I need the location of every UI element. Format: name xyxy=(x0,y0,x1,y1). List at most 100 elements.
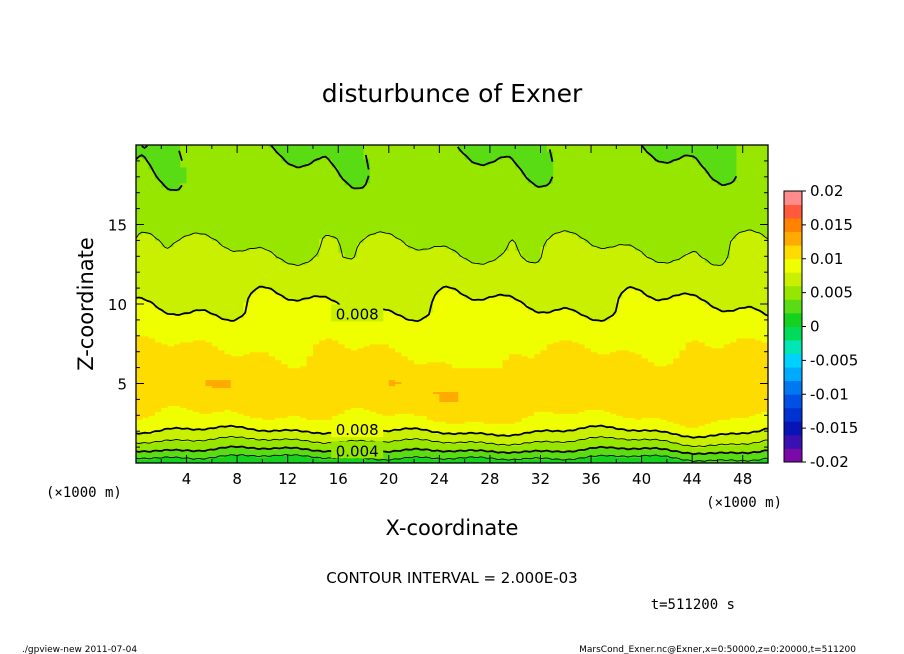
field-cell xyxy=(142,447,150,450)
field-cell xyxy=(161,351,169,355)
field-cell xyxy=(154,262,162,265)
field-cell xyxy=(180,192,188,196)
field-cell xyxy=(136,192,143,196)
field-cell xyxy=(180,212,188,216)
field-cell xyxy=(192,345,200,349)
field-cell xyxy=(167,401,175,404)
field-cell xyxy=(161,397,169,400)
field-cell xyxy=(148,240,156,243)
field-cell xyxy=(173,304,181,307)
field-cell xyxy=(161,405,169,408)
field-cell xyxy=(173,421,181,424)
field-cell xyxy=(136,264,143,267)
field-cell xyxy=(142,256,150,259)
field-cell xyxy=(173,447,181,450)
field-cell xyxy=(142,300,150,303)
field-cell xyxy=(161,355,169,359)
field-cell xyxy=(180,154,188,158)
field-cell xyxy=(161,146,169,150)
field-cell xyxy=(136,282,143,285)
field-cell xyxy=(142,321,150,325)
field-cell xyxy=(180,447,188,450)
field-cell xyxy=(148,309,156,313)
field-cell xyxy=(173,311,181,315)
field-cell xyxy=(173,292,181,295)
field-cell xyxy=(167,431,175,434)
field-cell xyxy=(136,184,143,188)
field-cell xyxy=(154,194,162,198)
field-cell xyxy=(154,148,162,152)
field-cell xyxy=(142,391,150,395)
field-cell xyxy=(154,298,162,301)
field-cell xyxy=(186,397,194,400)
field-cell xyxy=(186,280,194,283)
field-cell xyxy=(161,459,169,462)
field-cell xyxy=(167,305,175,309)
field-cell xyxy=(180,429,188,432)
field-cell xyxy=(186,260,194,263)
field-cell xyxy=(148,415,156,418)
field-cell xyxy=(154,150,162,154)
field-cell xyxy=(148,248,156,251)
field-cell xyxy=(154,445,162,448)
field-cell xyxy=(192,379,200,383)
field-cell xyxy=(142,258,150,261)
field-cell xyxy=(192,443,200,446)
field-cell xyxy=(173,435,181,438)
field-cell xyxy=(167,200,175,204)
field-cell xyxy=(136,319,143,323)
field-cell xyxy=(192,429,200,432)
field-cell xyxy=(136,190,143,194)
field-cell xyxy=(142,266,150,269)
field-cell xyxy=(167,304,175,307)
field-cell xyxy=(148,359,156,363)
field-cell xyxy=(186,246,194,249)
field-cell xyxy=(148,148,156,152)
field-cell xyxy=(167,461,175,463)
field-cell xyxy=(161,413,169,416)
field-cell xyxy=(148,353,156,357)
field-cell xyxy=(167,262,175,265)
field-cell xyxy=(161,266,169,269)
field-cell xyxy=(148,425,156,428)
field-cell xyxy=(148,268,156,271)
field-cell xyxy=(192,359,200,363)
field-cell xyxy=(180,349,188,353)
field-cell xyxy=(186,323,194,327)
field-cell xyxy=(167,266,175,269)
field-cell xyxy=(154,403,162,406)
field-cell xyxy=(173,453,181,456)
field-cell xyxy=(136,389,143,393)
field-cell xyxy=(167,307,175,311)
field-cell xyxy=(167,220,175,224)
field-cell xyxy=(167,272,175,275)
field-cell xyxy=(167,437,175,440)
field-cell xyxy=(136,270,143,273)
field-cell xyxy=(173,212,181,216)
field-cell xyxy=(142,294,150,297)
field-cell xyxy=(148,395,156,399)
field-cell xyxy=(161,286,169,289)
field-cell xyxy=(161,148,169,152)
field-cell xyxy=(161,248,169,251)
field-cell xyxy=(136,393,143,397)
field-cell xyxy=(192,423,200,426)
field-cell xyxy=(180,182,188,186)
field-cell xyxy=(167,377,175,381)
field-cell xyxy=(192,377,200,381)
field-cell xyxy=(142,383,150,387)
field-cell xyxy=(173,224,181,228)
field-cell xyxy=(136,290,143,293)
field-cell xyxy=(167,288,175,291)
field-cell xyxy=(148,403,156,406)
field-cell xyxy=(186,395,194,399)
field-cell xyxy=(180,256,188,259)
field-cell xyxy=(161,447,169,450)
field-cell xyxy=(161,244,169,247)
field-cell xyxy=(192,367,200,371)
field-cell xyxy=(192,339,200,343)
field-cell xyxy=(173,266,181,269)
field-cell xyxy=(136,172,143,176)
field-cell xyxy=(136,158,143,162)
field-cell xyxy=(154,300,162,303)
